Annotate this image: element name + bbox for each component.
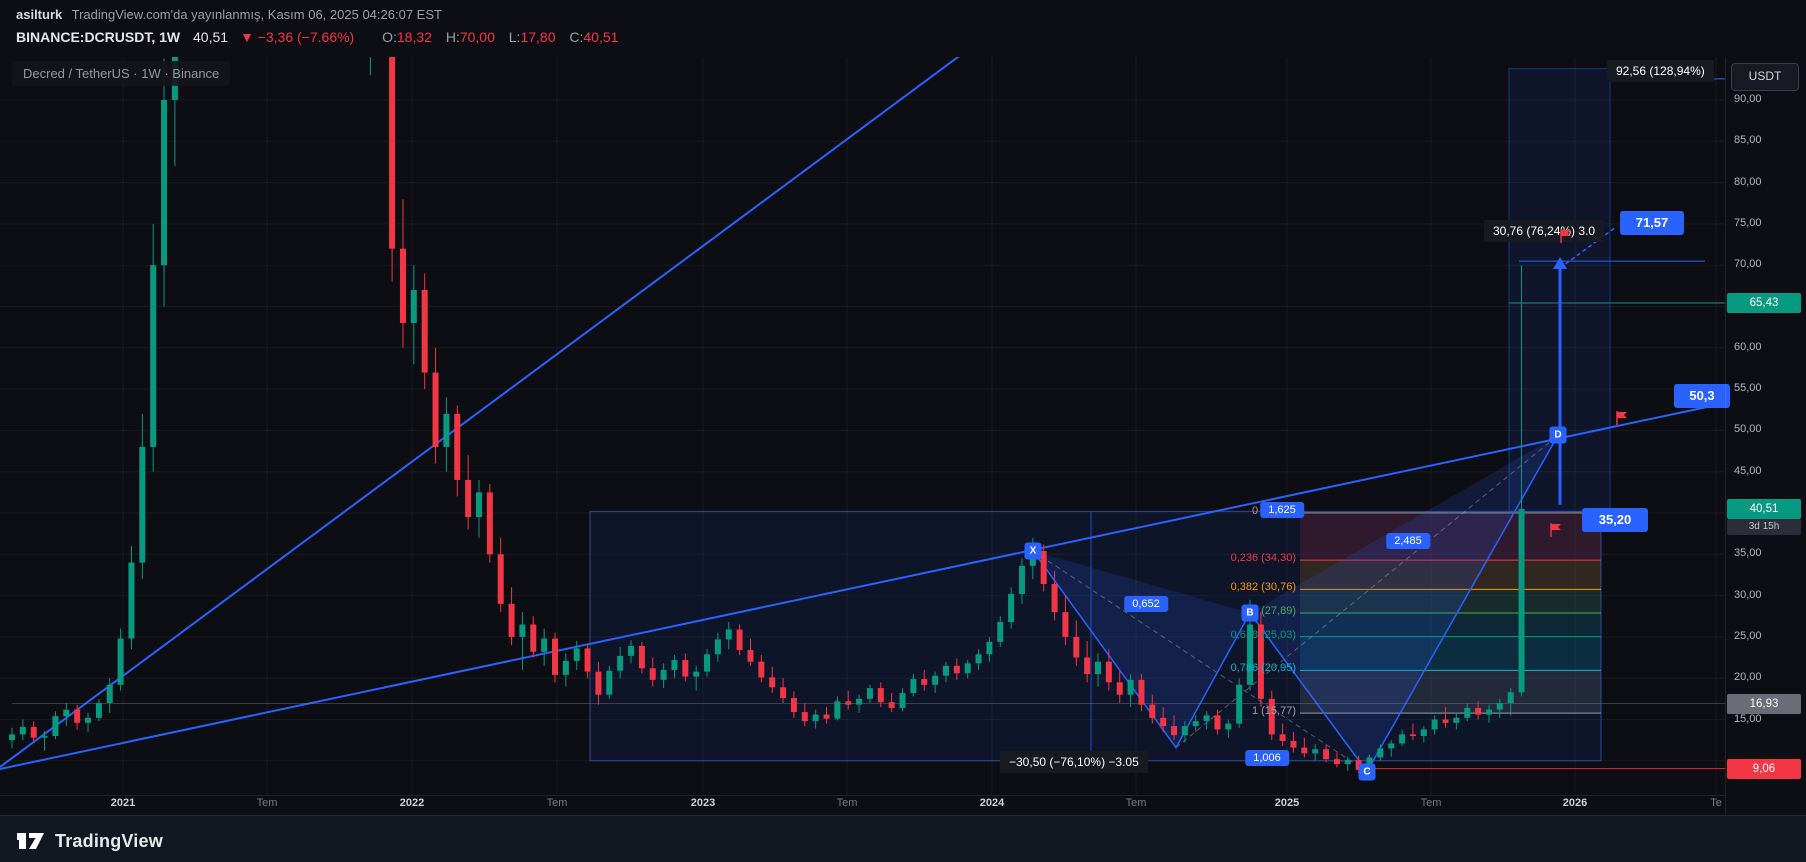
- author-name: asilturk: [16, 7, 63, 22]
- close-value: 40,51: [583, 29, 619, 45]
- time-axis[interactable]: [0, 795, 1725, 816]
- price-axis[interactable]: [1725, 57, 1806, 815]
- publish-info: asilturk TradingView.com'da yayınlanmış,…: [16, 7, 442, 22]
- arrow-dashed-link: [1559, 226, 1617, 269]
- chart-legend[interactable]: Decred / TetherUS · 1W · Binance: [12, 61, 231, 86]
- symbol-info-bar: BINANCE:DCRUSDT, 1W 40,51 ▼ −3,36 (−7.66…: [16, 29, 618, 45]
- fib-band: [1300, 670, 1601, 714]
- open-label: O:: [382, 29, 397, 45]
- fib-band: [1300, 589, 1601, 614]
- tradingview-wordmark: TradingView: [55, 831, 163, 851]
- pattern-fill-bcd: [1250, 435, 1558, 772]
- header: asilturk TradingView.com'da yayınlanmış,…: [0, 0, 1806, 57]
- footer: TradingView: [0, 815, 1806, 862]
- chart-plot-area: [0, 57, 1725, 795]
- fib-band: [1300, 636, 1601, 671]
- tradingview-brand[interactable]: TradingView: [16, 826, 163, 857]
- open-value: 18,32: [396, 29, 432, 45]
- symbol-name: BINANCE:DCRUSDT, 1W: [16, 29, 181, 45]
- trendline-steep: [0, 57, 960, 768]
- projection-arrowhead: [1553, 256, 1567, 269]
- candles-layer: [9, 57, 1525, 774]
- trendline-long: [0, 402, 1725, 770]
- fib-band: [1300, 560, 1601, 590]
- low-label: L:: [508, 29, 521, 45]
- tradingview-logo-icon: [16, 826, 46, 857]
- low-value: 17,80: [520, 29, 556, 45]
- pattern-fill-xab: [1033, 550, 1250, 748]
- high-label: H:: [445, 29, 460, 45]
- currency-unit-button[interactable]: USDT: [1731, 63, 1799, 91]
- high-value: 70,00: [459, 29, 495, 45]
- pattern-dashed-line: [1032, 550, 1368, 772]
- price-change: ▼ −3,36 (−7.66%): [239, 29, 355, 45]
- last-price: 40,51: [193, 29, 229, 45]
- publish-text: TradingView.com'da yayınlanmış, Kasım 06…: [71, 7, 442, 22]
- close-label: C:: [569, 29, 584, 45]
